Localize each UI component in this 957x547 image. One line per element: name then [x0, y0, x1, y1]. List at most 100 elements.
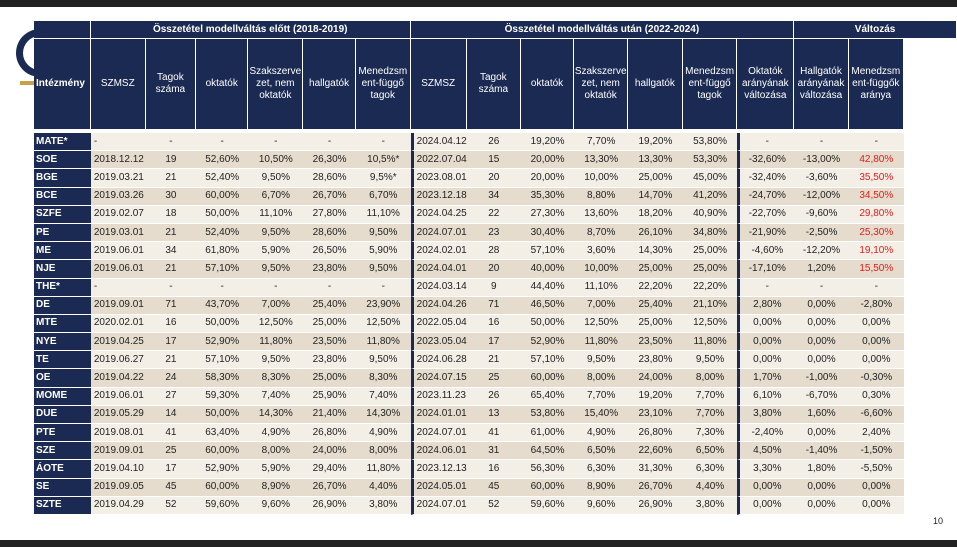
change-cell: 0,00%	[794, 496, 849, 515]
column-header: Menedzsm ent-függők aránya	[848, 39, 904, 129]
after-cell: 26,80%	[628, 424, 683, 443]
after-cell: 53,80%	[520, 405, 575, 424]
before-cell: -	[145, 278, 197, 297]
after-cell: 40,90%	[682, 205, 738, 224]
before-cell: -	[196, 278, 249, 297]
change-cell: 0,00%	[794, 314, 849, 334]
after-cell: 3,80%	[682, 496, 738, 515]
after-cell: 52	[466, 496, 521, 515]
change-cell: -5,50%	[848, 460, 904, 479]
before-cell: 2018.12.12	[90, 151, 146, 170]
table-row: NYE 2019.04.25 17 52,90% 11,80% 23,50% 11,80% 2…	[34, 333, 957, 352]
before-cell: 30	[145, 187, 197, 206]
table-row: BCE 2019.03.26 30 60,00% 6,70% 26,70% 6,70% 202…	[34, 187, 957, 206]
after-cell: 25,00%	[628, 169, 683, 188]
before-cell: 9,50%	[355, 260, 411, 279]
table-row: SZTE 2019.04.29 52 59,60% 9,60% 26,90% 3,80% 20…	[34, 496, 957, 515]
after-cell: 2024.05.01	[410, 478, 467, 497]
before-cell: 28,60%	[303, 223, 356, 243]
after-cell: 61,00%	[520, 424, 575, 443]
change-cell: 0,00%	[737, 333, 795, 352]
column-header: Menedzsm ent-függő tagok	[682, 39, 738, 129]
institution-cell: SE	[34, 478, 91, 497]
change-cell: 2,40%	[848, 424, 904, 443]
after-cell: 22	[466, 205, 521, 224]
change-cell: 15,50%	[848, 260, 904, 279]
before-cell: 9,50%	[355, 223, 411, 243]
before-cell: -	[196, 133, 249, 152]
after-cell: 2024.06.01	[410, 442, 467, 461]
before-cell: 27	[145, 387, 197, 406]
after-cell: 7,70%	[574, 387, 629, 406]
after-cell: 24,00%	[628, 369, 683, 388]
after-cell: 13,60%	[574, 205, 629, 224]
change-cell: 25,30%	[848, 223, 904, 243]
after-cell: 8,70%	[574, 223, 629, 243]
after-cell: 2024.01.01	[410, 405, 467, 424]
column-header: hallgatók	[303, 39, 356, 129]
after-cell: 11,80%	[682, 333, 738, 352]
after-cell: 22,60%	[628, 442, 683, 461]
before-cell: 18	[145, 205, 197, 224]
before-cell: 41	[145, 424, 197, 443]
after-cell: 23,10%	[628, 405, 683, 424]
before-cell: 50,00%	[196, 314, 249, 334]
change-cell: 0,00%	[848, 351, 904, 370]
after-cell: 31,30%	[628, 460, 683, 479]
before-cell: 17	[145, 460, 197, 479]
change-cell: 3,80%	[737, 405, 795, 424]
change-cell: 0,00%	[794, 351, 849, 370]
after-cell: 57,10%	[520, 351, 575, 370]
before-cell: 2020.02.01	[90, 314, 146, 334]
change-cell: -12,00%	[794, 187, 849, 206]
after-cell: 7,30%	[682, 424, 738, 443]
change-cell: 0,00%	[737, 496, 795, 515]
change-cell: 0,00%	[848, 314, 904, 334]
after-cell: 27,30%	[520, 205, 575, 224]
before-cell: 25,00%	[303, 314, 356, 334]
before-cell: -	[90, 278, 146, 297]
after-cell: 9,50%	[682, 351, 738, 370]
change-cell: 0,00%	[794, 424, 849, 443]
after-cell: 52,90%	[520, 333, 575, 352]
after-cell: 71	[466, 296, 521, 315]
before-cell: 23,80%	[303, 260, 356, 279]
institution-cell: NJE	[34, 260, 91, 279]
after-cell: 6,30%	[682, 460, 738, 479]
before-cell: 2019.04.22	[90, 369, 146, 388]
after-cell: 2024.07.01	[410, 424, 467, 443]
after-cell: 12,50%	[682, 314, 738, 334]
after-cell: 13,30%	[574, 151, 629, 170]
change-cell: -22,70%	[737, 205, 795, 224]
change-cell: -21,90%	[737, 223, 795, 243]
before-cell: 14,30%	[248, 405, 304, 424]
after-cell: 8,80%	[574, 187, 629, 206]
after-cell: 60,00%	[520, 478, 575, 497]
after-cell: 2024.04.01	[410, 260, 467, 279]
before-cell: 23,80%	[303, 351, 356, 370]
before-cell: 8,30%	[248, 369, 304, 388]
before-cell: 12,50%	[355, 314, 411, 334]
after-cell: 25,40%	[628, 296, 683, 315]
table-row: DE 2019.09.01 71 43,70% 7,00% 25,40% 23,90% 202…	[34, 296, 957, 315]
after-cell: 26,90%	[628, 496, 683, 515]
before-cell: 9,50%	[355, 351, 411, 370]
before-cell: 7,40%	[355, 387, 411, 406]
before-cell: -	[248, 278, 304, 297]
institution-cell: ME	[34, 242, 91, 261]
before-cell: 8,90%	[248, 478, 304, 497]
table-row: ÁOTE 2019.04.10 17 52,90% 5,90% 29,40% 11,80% 2…	[34, 460, 957, 479]
table-row: DUE 2019.05.29 14 50,00% 14,30% 21,40% 14,30% 2…	[34, 405, 957, 424]
change-cell: -17,10%	[737, 260, 795, 279]
after-cell: 20	[466, 260, 521, 279]
before-cell: 27,80%	[303, 205, 356, 224]
before-cell: 5,90%	[355, 242, 411, 261]
after-cell: 65,40%	[520, 387, 575, 406]
before-cell: 2019.04.29	[90, 496, 146, 515]
column-header: Hallgatók arányának változása	[794, 39, 849, 129]
change-cell: -6,70%	[794, 387, 849, 406]
change-cell: 0,00%	[737, 351, 795, 370]
after-cell: 10,00%	[574, 169, 629, 188]
change-cell: 1,70%	[737, 369, 795, 388]
after-cell: 53,30%	[682, 151, 738, 170]
